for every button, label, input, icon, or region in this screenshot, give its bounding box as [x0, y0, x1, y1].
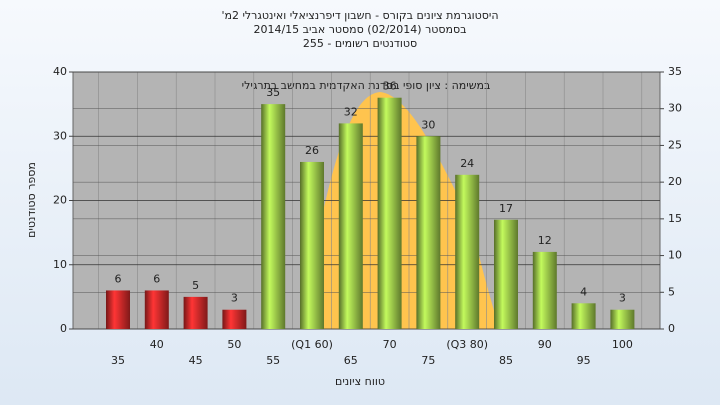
- bar: [144, 290, 169, 329]
- bar: [377, 97, 402, 329]
- y2-tick-label: 15: [668, 212, 682, 225]
- chart-subtitle: סטודנטים רשומים - 255: [303, 37, 417, 50]
- value-label: 35: [266, 86, 280, 99]
- value-label: 30: [421, 118, 435, 131]
- y-tick-label: 40: [53, 65, 67, 78]
- bar: [610, 309, 635, 329]
- bar: [300, 161, 324, 329]
- x-tick-label: 35: [111, 354, 125, 367]
- x-tick-label: 40: [150, 338, 164, 351]
- y-axis-label: מספר סטודנטים: [25, 162, 38, 238]
- y2-tick-label: 0: [668, 322, 675, 335]
- value-label: 12: [538, 234, 552, 247]
- x-tick-label: 85: [499, 354, 513, 367]
- y-tick-label: 30: [53, 129, 67, 142]
- value-label: 24: [460, 157, 474, 170]
- value-label: 3: [231, 292, 238, 305]
- y-tick-label: 20: [53, 194, 67, 207]
- value-label: 4: [580, 285, 587, 298]
- bar: [494, 219, 518, 329]
- x-tick-label: 75: [421, 354, 435, 367]
- y-tick-label: 10: [53, 258, 67, 271]
- value-label: 32: [344, 105, 358, 118]
- y2-tick-label: 20: [668, 175, 682, 188]
- bar: [261, 104, 286, 329]
- bar: [338, 123, 363, 330]
- bars: [106, 97, 635, 330]
- x-axis-label: טווח ציונים: [335, 375, 385, 388]
- value-label: 6: [115, 272, 122, 285]
- bar: [532, 251, 557, 329]
- y2-tick-label: 5: [668, 285, 675, 298]
- bar: [416, 136, 441, 329]
- y2-tick-label: 30: [668, 102, 682, 115]
- x-tick-label: 90: [538, 338, 552, 351]
- x-tick-label: 55: [266, 354, 280, 367]
- annotation: במשימה : ציון סופי בסדנת האקדמית במחשב ב…: [242, 79, 491, 92]
- value-label: 5: [192, 279, 199, 292]
- chart-subtitle: בסמסטר (02/2014) סמסטר אביב 2014/15: [253, 23, 466, 36]
- bar: [455, 174, 480, 329]
- value-label: 17: [499, 202, 513, 215]
- y2-tick-label: 10: [668, 249, 682, 262]
- bar: [222, 309, 247, 329]
- value-label: 3: [619, 292, 626, 305]
- x-tick-label: 65: [344, 354, 358, 367]
- x-tick-label: 45: [189, 354, 203, 367]
- x-tick-label: 95: [577, 354, 591, 367]
- bar: [183, 296, 208, 329]
- y2-tick-label: 25: [668, 138, 682, 151]
- grid: [73, 71, 660, 330]
- x-tick-label: 50: [227, 338, 241, 351]
- y2-tick-label: 35: [668, 65, 682, 78]
- chart-title: 'היסטוגרמת ציונים בקורס - חשבון דיפרנציא…: [221, 9, 498, 22]
- x-tick-label: (Q1 60): [291, 338, 333, 351]
- x-tick-label: 70: [383, 338, 397, 351]
- bar: [571, 303, 596, 329]
- value-label: 36: [383, 80, 397, 93]
- x-tick-label: 100: [612, 338, 633, 351]
- bar: [106, 290, 130, 329]
- x-tick-label: (Q3 80): [446, 338, 488, 351]
- value-label: 26: [305, 144, 319, 157]
- y-tick-label: 0: [60, 322, 67, 335]
- value-label: 6: [153, 272, 160, 285]
